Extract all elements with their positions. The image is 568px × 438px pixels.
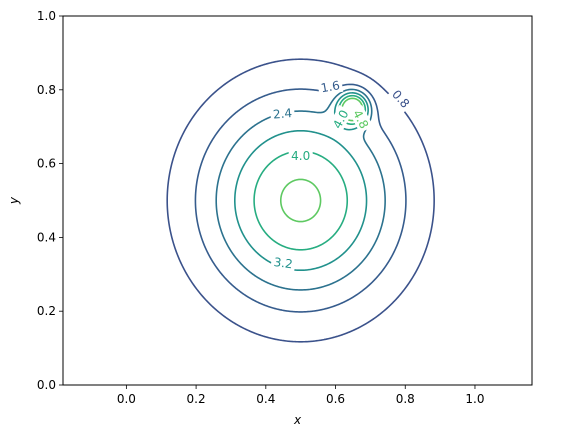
contour-label: 2.4 [272, 106, 292, 122]
contour-label: 4.0 [291, 149, 310, 163]
y-axis-label: y [7, 196, 21, 205]
contour-label-group-4: 4.0 [288, 147, 313, 163]
contour-label-bg [270, 253, 297, 272]
contour-label-group-1: 1.6 [317, 76, 344, 96]
contour-label: 3.2 [273, 255, 294, 272]
contour-label: 1.6 [320, 78, 341, 95]
axes-frame [62, 15, 533, 386]
contour-label-bg [269, 104, 296, 122]
x-tick-label: 0.6 [326, 392, 345, 406]
x-tick-label: 0.2 [187, 392, 206, 406]
x-tick-label: 0.8 [396, 392, 415, 406]
contour-label-group-2: 2.4 [269, 104, 296, 122]
x-tick-label: 0.0 [117, 392, 136, 406]
contour-label-bg [348, 104, 374, 134]
contour-label-group-3: 3.2 [270, 253, 297, 272]
x-axis-ticks: 0.0 0.2 0.4 0.6 0.8 1.0 [117, 385, 485, 406]
contour-label-bg [328, 104, 353, 134]
y-tick-label: 1.0 [37, 9, 56, 23]
y-tick-label: 0.2 [37, 304, 56, 318]
y-axis-ticks: 0.0 0.2 0.4 0.6 0.8 1.0 [37, 9, 63, 392]
contour-label-bg [387, 84, 415, 113]
x-tick-label: 1.0 [465, 392, 484, 406]
x-tick-label: 0.4 [256, 392, 275, 406]
y-tick-label: 0.6 [37, 157, 56, 171]
contour-label-bg [288, 147, 313, 163]
x-axis-label: x [293, 413, 302, 427]
contour-level-2 [215, 88, 386, 291]
contour-label-bg [317, 76, 344, 96]
y-tick-label: 0.0 [37, 378, 56, 392]
y-tick-label: 0.4 [37, 230, 56, 244]
contour-level-1 [194, 83, 407, 313]
y-tick-label: 0.8 [37, 83, 56, 97]
contour-level-0 [166, 58, 435, 343]
